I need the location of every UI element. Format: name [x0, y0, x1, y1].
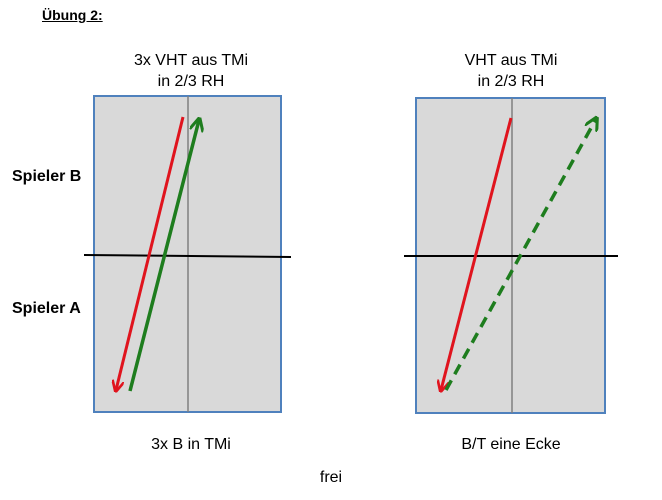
panel-2-bottom-label: B/T eine Ecke: [461, 436, 561, 453]
panel-2-caption-line-1: VHT aus TMi: [464, 52, 558, 69]
panel-1-bottom-label: 3x B in TMi: [151, 436, 231, 453]
panel-1-caption: 3x VHT aus TMi in 2/3 RH: [101, 50, 281, 92]
exercise-heading: Übung 2:: [42, 7, 103, 23]
table-2: [404, 97, 618, 414]
table-2-green-dashed-arrow: [444, 119, 596, 391]
table-1-net: [83, 254, 292, 258]
panel-1-caption-line-2: in 2/3 RH: [157, 73, 225, 90]
panel-1-caption-line-1: 3x VHT aus TMi: [133, 52, 249, 69]
table-2-red-arrow: [441, 117, 513, 390]
table-1-green-arrow: [128, 120, 199, 392]
player-a-label: Spieler A: [12, 300, 81, 317]
table-1-red-arrow: [116, 116, 185, 390]
panel-2-caption-line-2: in 2/3 RH: [477, 73, 545, 90]
footer-label: frei: [319, 469, 343, 486]
table-1: [83, 95, 292, 413]
player-b-label: Spieler B: [12, 168, 82, 185]
panel-2-caption: VHT aus TMi in 2/3 RH: [421, 50, 601, 92]
